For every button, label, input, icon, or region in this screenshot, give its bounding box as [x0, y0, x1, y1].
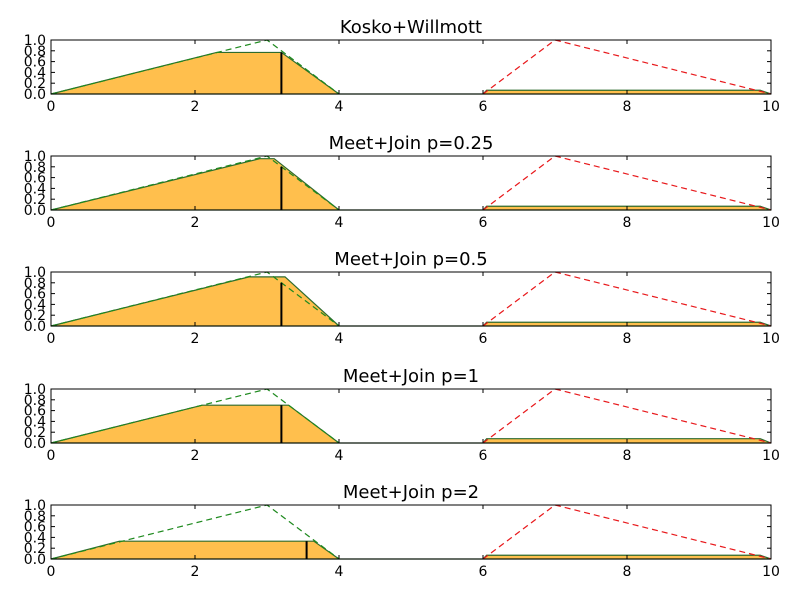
x-tick-label: 10 — [762, 564, 780, 580]
x-tick-label: 8 — [623, 448, 632, 464]
filled-area — [50, 404, 772, 444]
axes-frame — [50, 271, 772, 327]
x-tick-label: 4 — [335, 564, 344, 580]
x-tick-label: 2 — [191, 215, 200, 231]
x-tick-label: 0 — [47, 448, 56, 464]
x-tick-label: 8 — [623, 99, 632, 115]
x-tick-label: 6 — [479, 564, 488, 580]
y-tick-label: 0.2 — [24, 76, 46, 92]
x-tick-label: 0 — [47, 331, 56, 347]
x-tick-label: 0 — [47, 564, 56, 580]
y-tick-label: 1.0 — [24, 149, 46, 165]
subplot-title: Meet+Join p=0.5 — [334, 249, 487, 270]
axes-frame — [50, 504, 772, 560]
filled-area — [50, 276, 772, 327]
x-tick-label: 0 — [47, 99, 56, 115]
y-tick-label: 0.6 — [24, 404, 46, 420]
filled-area — [50, 540, 772, 560]
x-tick-label: 6 — [479, 215, 488, 231]
x-tick-label: 4 — [335, 331, 344, 347]
y-tick-label: 0.6 — [24, 171, 46, 187]
red-dashed-curve — [482, 155, 772, 211]
y-tick-label: 0.2 — [24, 541, 46, 557]
x-tick-label: 8 — [623, 564, 632, 580]
subplot-2: 0 2 4 6 8 10 0.00.20.40.60.81.0 Meet+Join p=0.2… — [24, 133, 780, 231]
y-tick-label: 0.0 — [24, 87, 46, 103]
y-tick-label: 0.2 — [24, 308, 46, 324]
y-tick-label: 1.0 — [24, 498, 46, 514]
y-tick-label: 0.6 — [24, 520, 46, 536]
x-tick-label: 2 — [191, 99, 200, 115]
y-tick-label: 1.0 — [24, 33, 46, 49]
y-tick-label: 0.0 — [24, 552, 46, 568]
y-tick-label: 0.8 — [24, 276, 46, 292]
axes-frame — [50, 155, 772, 211]
y-tick-label: 1.0 — [24, 382, 46, 398]
y-tick-label: 0.4 — [24, 530, 46, 546]
y-tick-label: 0.8 — [24, 160, 46, 176]
y-tick-label: 0.2 — [24, 425, 46, 441]
subplot-title: Meet+Join p=0.25 — [329, 133, 494, 154]
y-tick-label: 0.0 — [24, 436, 46, 452]
x-tick-label: 4 — [335, 99, 344, 115]
x-tick-label: 6 — [479, 99, 488, 115]
x-tick-label: 2 — [191, 564, 200, 580]
subplot-5: 0 2 4 6 8 10 0.00.20.40.60.81.0 Meet+Join p=2 — [24, 482, 780, 580]
y-tick-label: 0.4 — [24, 414, 46, 430]
filled-area — [50, 158, 772, 211]
x-tick-label: 4 — [335, 448, 344, 464]
red-dashed-curve — [482, 39, 772, 95]
x-tick-label: 10 — [762, 215, 780, 231]
red-dashed-curve — [482, 271, 772, 327]
red-dashed-curve — [482, 504, 772, 560]
y-tick-label: 0.4 — [24, 297, 46, 313]
axes-frame — [50, 39, 772, 95]
y-tick-label: 0.8 — [24, 509, 46, 525]
filled-area — [50, 51, 772, 95]
x-tick-label: 10 — [762, 448, 780, 464]
y-tick-label: 0.8 — [24, 393, 46, 409]
x-tick-label: 8 — [623, 331, 632, 347]
y-tick-label: 0.2 — [24, 192, 46, 208]
x-tick-label: 6 — [479, 448, 488, 464]
y-tick-label: 0.4 — [24, 181, 46, 197]
y-tick-label: 0.6 — [24, 287, 46, 303]
subplot-title: Meet+Join p=2 — [343, 482, 479, 503]
subplot-4: 0 2 4 6 8 10 0.00.20.40.60.81.0 Meet+Join p=1 — [24, 366, 780, 464]
red-dashed-curve — [482, 388, 772, 444]
y-tick-label: 0.6 — [24, 55, 46, 71]
axes-frame — [50, 388, 772, 444]
subplot-title: Meet+Join p=1 — [343, 366, 479, 387]
y-tick-label: 0.0 — [24, 319, 46, 335]
x-tick-label: 2 — [191, 331, 200, 347]
x-tick-label: 10 — [762, 99, 780, 115]
subplot-1: 0 2 4 6 8 10 0.00.20.40.60.81.0 Kosko+Willmott — [24, 17, 780, 115]
y-tick-label: 0.4 — [24, 65, 46, 81]
x-tick-label: 0 — [47, 215, 56, 231]
x-tick-label: 2 — [191, 448, 200, 464]
x-tick-label: 4 — [335, 215, 344, 231]
x-tick-label: 10 — [762, 331, 780, 347]
y-tick-label: 0.8 — [24, 44, 46, 60]
y-tick-label: 1.0 — [24, 265, 46, 281]
x-tick-label: 8 — [623, 215, 632, 231]
x-tick-label: 6 — [479, 331, 488, 347]
subplot-title: Kosko+Willmott — [340, 17, 482, 38]
y-tick-label: 0.0 — [24, 203, 46, 219]
subplot-3: 0 2 4 6 8 10 0.00.20.40.60.81.0 Meet+Join p=0.5 — [24, 249, 780, 347]
